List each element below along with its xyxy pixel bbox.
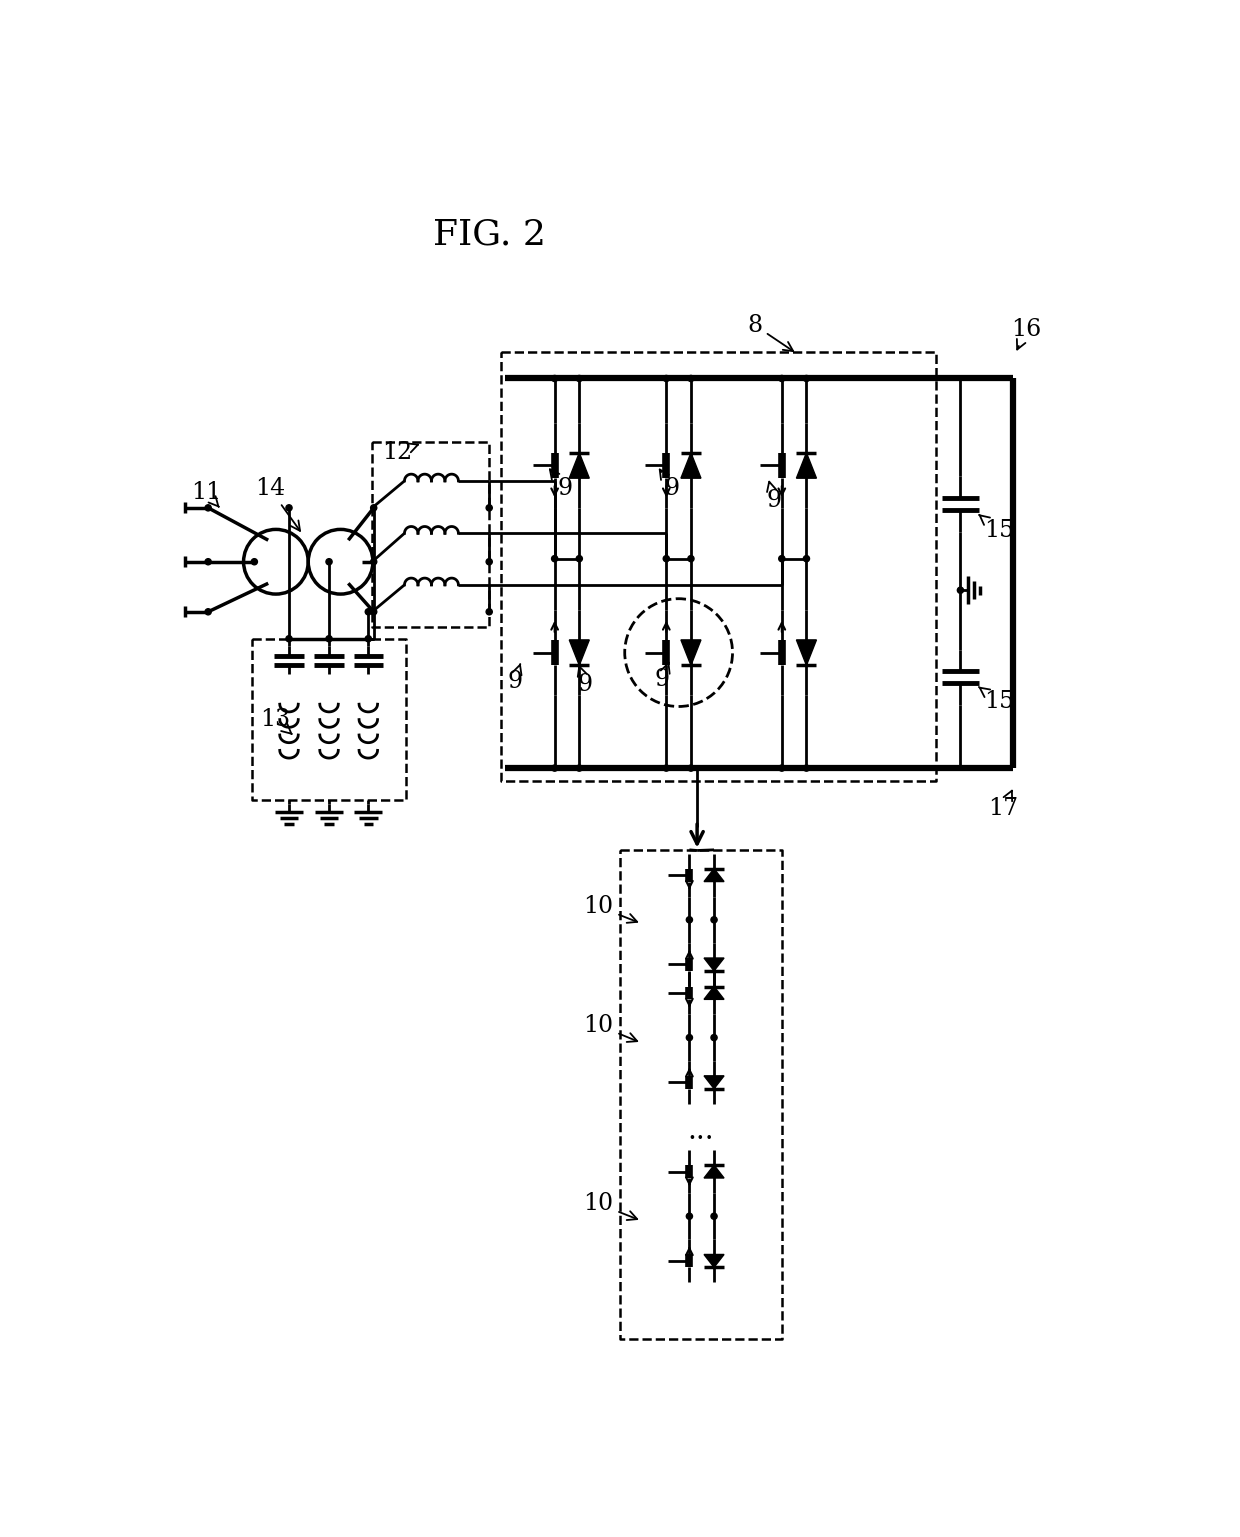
Circle shape: [711, 1034, 717, 1041]
Polygon shape: [704, 868, 724, 882]
Text: 12: 12: [382, 441, 418, 464]
Circle shape: [205, 504, 211, 510]
Polygon shape: [704, 1076, 724, 1088]
Circle shape: [552, 375, 558, 381]
Text: 10: 10: [584, 895, 637, 922]
Circle shape: [804, 555, 810, 561]
Circle shape: [804, 375, 810, 381]
Text: 8: 8: [748, 314, 794, 350]
Circle shape: [486, 504, 492, 510]
Circle shape: [686, 1034, 692, 1041]
Circle shape: [711, 916, 717, 922]
Polygon shape: [569, 639, 589, 666]
Polygon shape: [796, 453, 816, 478]
Circle shape: [371, 504, 377, 510]
Text: 9: 9: [660, 469, 680, 500]
Circle shape: [286, 504, 293, 510]
Circle shape: [688, 555, 694, 561]
Circle shape: [252, 558, 258, 564]
Text: 17: 17: [988, 790, 1018, 819]
Circle shape: [486, 558, 492, 564]
Circle shape: [804, 765, 810, 772]
Circle shape: [779, 555, 785, 561]
Polygon shape: [681, 453, 701, 478]
Circle shape: [486, 609, 492, 615]
Text: 9: 9: [578, 667, 593, 696]
Polygon shape: [704, 1254, 724, 1268]
Circle shape: [779, 765, 785, 772]
Circle shape: [577, 555, 583, 561]
Circle shape: [663, 375, 670, 381]
Text: 9: 9: [766, 481, 781, 512]
Text: 15: 15: [978, 687, 1014, 713]
Text: 16: 16: [1012, 318, 1042, 349]
Text: 9: 9: [655, 662, 670, 692]
Circle shape: [326, 636, 332, 642]
Circle shape: [552, 555, 558, 561]
Circle shape: [957, 587, 963, 593]
Circle shape: [686, 1213, 692, 1219]
Circle shape: [205, 558, 211, 564]
Circle shape: [366, 636, 372, 642]
Circle shape: [577, 375, 583, 381]
Text: 11: 11: [191, 481, 221, 507]
Circle shape: [326, 558, 332, 564]
Polygon shape: [704, 958, 724, 971]
Text: 9: 9: [507, 664, 522, 693]
Circle shape: [577, 765, 583, 772]
Circle shape: [663, 555, 670, 561]
Text: 9: 9: [549, 469, 572, 500]
Circle shape: [286, 636, 293, 642]
Circle shape: [688, 765, 694, 772]
Circle shape: [779, 375, 785, 381]
Polygon shape: [704, 987, 724, 999]
Circle shape: [371, 609, 377, 615]
Circle shape: [663, 765, 670, 772]
Text: 10: 10: [584, 1193, 637, 1220]
Circle shape: [366, 609, 372, 615]
Text: 10: 10: [584, 1014, 637, 1042]
Circle shape: [686, 916, 692, 922]
Text: FIG. 2: FIG. 2: [433, 218, 546, 252]
Polygon shape: [704, 1165, 724, 1177]
Polygon shape: [796, 639, 816, 666]
Circle shape: [205, 609, 211, 615]
Text: 15: 15: [980, 515, 1014, 543]
Polygon shape: [681, 639, 701, 666]
Polygon shape: [569, 453, 589, 478]
Text: 14: 14: [254, 476, 300, 530]
Circle shape: [711, 1213, 717, 1219]
Text: 13: 13: [260, 709, 291, 735]
Circle shape: [371, 558, 377, 564]
Circle shape: [688, 375, 694, 381]
Circle shape: [552, 765, 558, 772]
Text: ...: ...: [688, 1117, 714, 1145]
